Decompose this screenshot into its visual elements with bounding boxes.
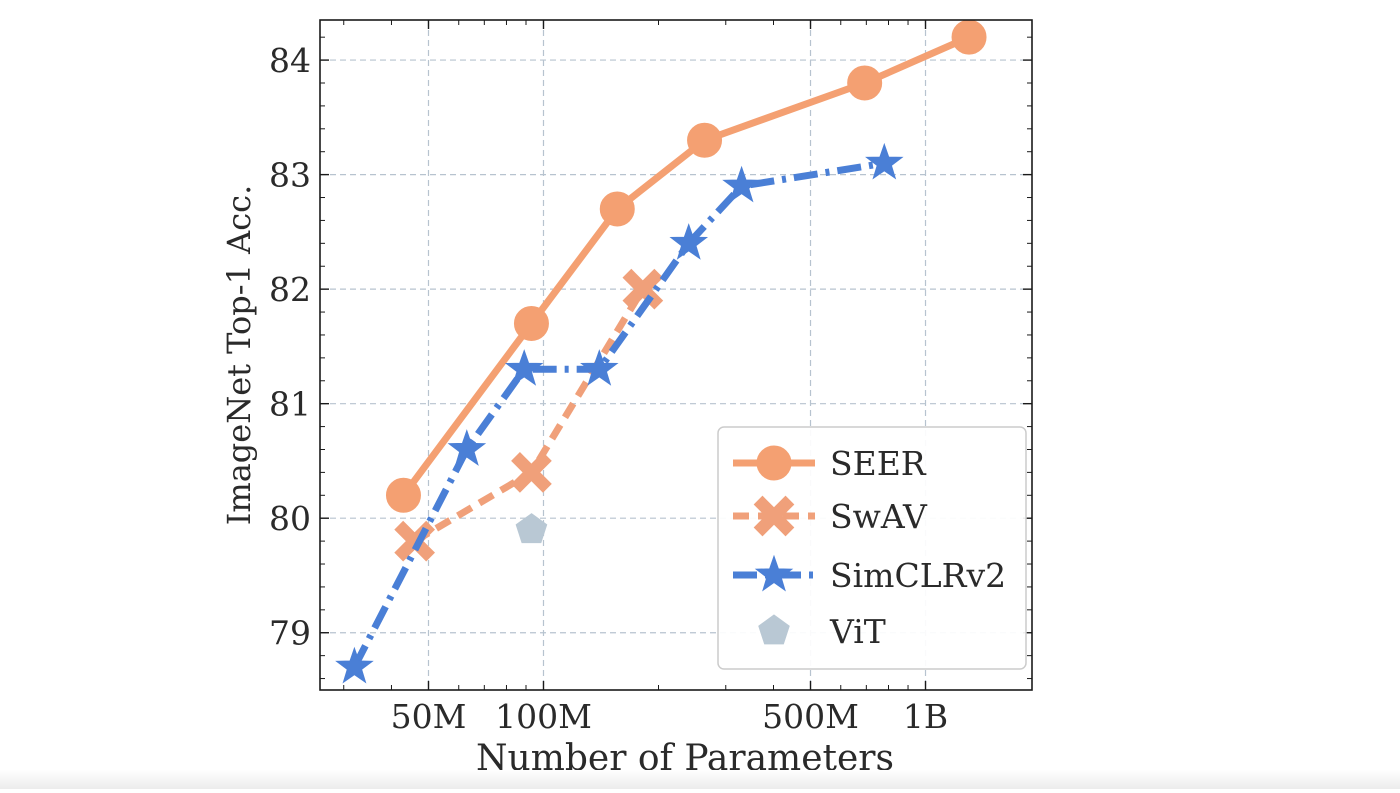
legend-label-swav: SwAV xyxy=(830,497,928,536)
legend-label-simclrv2: SimCLRv2 xyxy=(830,556,1006,595)
legend-entry-seer: SEER xyxy=(733,444,927,483)
data-point-seer-0 xyxy=(385,477,421,513)
legend-marker-swav xyxy=(753,495,795,537)
legend-entry-vit: ViT xyxy=(758,612,886,651)
data-point-seer-3 xyxy=(687,122,723,158)
data-point-simclrv2-0 xyxy=(335,646,374,684)
legend-label-vit: ViT xyxy=(829,612,886,651)
series-vit xyxy=(515,513,548,544)
x-tick-label-0: 50M xyxy=(391,697,467,736)
series-layer xyxy=(335,20,987,684)
series-line-seer xyxy=(400,33,971,498)
axis-ticks: 50M 100M 500M 1B 79 80 81 82 83 84 xyxy=(269,20,1032,736)
data-point-swav-1 xyxy=(511,452,552,493)
data-point-simclrv2-5 xyxy=(722,165,761,203)
legend-box xyxy=(717,426,1027,670)
data-point-simclrv2-3 xyxy=(580,349,619,386)
y-tick-label-2: 81 xyxy=(269,385,311,424)
plot-frame xyxy=(319,19,1033,691)
data-point-seer-5 xyxy=(951,20,987,55)
data-point-simclrv2-2 xyxy=(504,349,544,386)
data-point-simclrv2-1 xyxy=(447,429,487,466)
series-seer xyxy=(385,20,987,513)
legend-marker-simclrv2 xyxy=(754,554,794,592)
legend: SEER SwAV SimCLRv2 ViT xyxy=(717,426,1027,670)
y-axis-label: ImageNet Top-1 Acc. xyxy=(220,185,258,526)
data-point-seer-2 xyxy=(599,191,635,227)
data-point-simclrv2-6 xyxy=(865,142,904,180)
data-point-seer-4 xyxy=(847,65,883,101)
series-simclrv2 xyxy=(335,142,904,684)
x-tick-label-2: 500M xyxy=(762,697,859,736)
y-tick-label-4: 83 xyxy=(269,156,311,195)
y-tick-label-1: 80 xyxy=(269,499,311,538)
x-tick-label-1: 100M xyxy=(495,697,592,736)
y-tick-label-0: 79 xyxy=(269,614,311,653)
legend-marker-seer xyxy=(756,445,792,481)
legend-marker-vit xyxy=(758,614,790,645)
data-point-simclrv2-4 xyxy=(669,223,709,260)
data-point-vit-0 xyxy=(515,513,548,544)
y-tick-label-3: 82 xyxy=(269,270,311,309)
y-tick-label-5: 84 xyxy=(269,41,311,80)
bottom-fade xyxy=(0,770,1400,789)
legend-entry-swav: SwAV xyxy=(733,495,928,537)
data-point-seer-1 xyxy=(513,306,549,342)
legend-label-seer: SEER xyxy=(830,444,927,483)
x-tick-label-3: 1B xyxy=(903,697,948,736)
legend-entry-simclrv2: SimCLRv2 xyxy=(733,554,1006,595)
